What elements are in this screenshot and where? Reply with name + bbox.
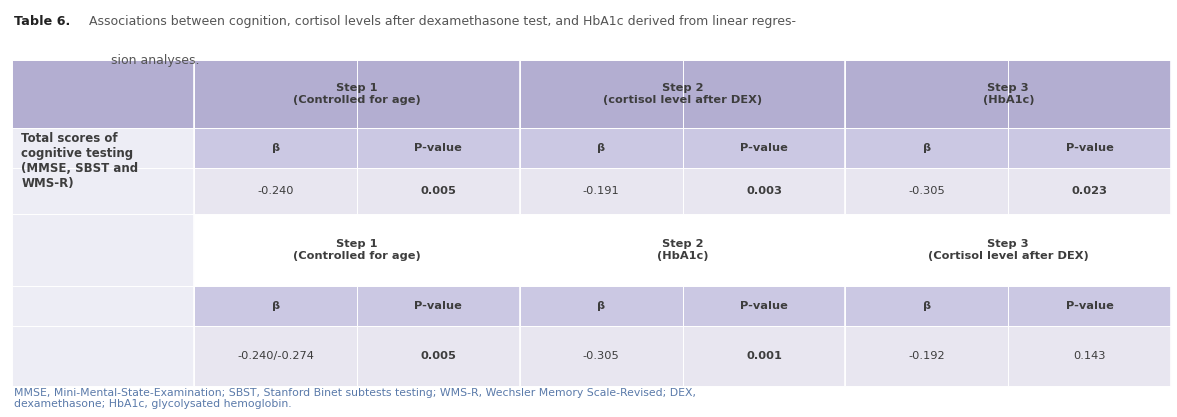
Bar bbox=[1009, 286, 1171, 326]
Text: β: β bbox=[597, 143, 605, 153]
Text: 0.005: 0.005 bbox=[420, 351, 457, 361]
Bar bbox=[683, 286, 845, 326]
Text: 0.001: 0.001 bbox=[746, 351, 782, 361]
Text: β: β bbox=[923, 301, 931, 311]
Text: P-value: P-value bbox=[414, 301, 463, 311]
Text: Step 1
(Controlled for age): Step 1 (Controlled for age) bbox=[293, 239, 421, 261]
Text: β: β bbox=[272, 301, 280, 311]
Text: Step 2
(cortisol level after DEX): Step 2 (cortisol level after DEX) bbox=[603, 83, 763, 105]
Bar bbox=[520, 60, 845, 128]
Bar bbox=[194, 214, 520, 286]
Text: Step 3
(Cortisol level after DEX): Step 3 (Cortisol level after DEX) bbox=[927, 239, 1089, 261]
Bar bbox=[845, 128, 1009, 168]
Text: Total scores of
cognitive testing
(MMSE, SBST and
WMS-R): Total scores of cognitive testing (MMSE,… bbox=[21, 132, 139, 190]
Bar bbox=[12, 168, 194, 214]
Bar bbox=[1009, 128, 1171, 168]
Bar bbox=[683, 326, 845, 386]
Text: 0.143: 0.143 bbox=[1073, 351, 1106, 361]
Text: 0.023: 0.023 bbox=[1072, 186, 1108, 196]
Text: MMSE, Mini-Mental-State-Examination; SBST, Stanford Binet subtests testing; WMS-: MMSE, Mini-Mental-State-Examination; SBS… bbox=[14, 388, 696, 409]
Bar bbox=[520, 214, 845, 286]
Bar bbox=[12, 286, 194, 326]
Bar bbox=[845, 286, 1009, 326]
Bar bbox=[845, 168, 1009, 214]
Bar bbox=[12, 128, 194, 168]
Bar bbox=[12, 214, 194, 286]
Bar bbox=[12, 60, 194, 128]
Bar bbox=[520, 286, 683, 326]
Bar bbox=[194, 128, 357, 168]
Bar bbox=[194, 286, 357, 326]
Text: -0.240/-0.274: -0.240/-0.274 bbox=[238, 351, 314, 361]
Text: 0.005: 0.005 bbox=[420, 186, 457, 196]
Text: Associations between cognition, cortisol levels after dexamethasone test, and Hb: Associations between cognition, cortisol… bbox=[89, 15, 797, 28]
Bar bbox=[357, 286, 520, 326]
Text: -0.305: -0.305 bbox=[583, 351, 619, 361]
Bar bbox=[357, 128, 520, 168]
Text: P-value: P-value bbox=[1065, 143, 1113, 153]
Bar bbox=[357, 168, 520, 214]
Text: -0.192: -0.192 bbox=[909, 351, 945, 361]
Text: Step 2
(HbA1c): Step 2 (HbA1c) bbox=[657, 239, 709, 261]
Bar bbox=[845, 326, 1009, 386]
Text: -0.240: -0.240 bbox=[258, 186, 294, 196]
Bar bbox=[683, 168, 845, 214]
Text: β: β bbox=[272, 143, 280, 153]
Text: 0.003: 0.003 bbox=[746, 186, 782, 196]
Text: -0.191: -0.191 bbox=[583, 186, 619, 196]
Bar bbox=[1009, 326, 1171, 386]
Bar bbox=[520, 168, 683, 214]
Text: P-value: P-value bbox=[414, 143, 463, 153]
Bar bbox=[12, 326, 194, 386]
Text: β: β bbox=[597, 301, 605, 311]
Text: -0.305: -0.305 bbox=[909, 186, 945, 196]
Bar bbox=[520, 326, 683, 386]
Text: P-value: P-value bbox=[1065, 301, 1113, 311]
Bar bbox=[845, 60, 1171, 128]
Bar bbox=[194, 326, 357, 386]
Text: Step 3
(HbA1c): Step 3 (HbA1c) bbox=[983, 83, 1035, 105]
Bar bbox=[194, 60, 520, 128]
Text: β: β bbox=[923, 143, 931, 153]
Bar bbox=[357, 326, 520, 386]
Text: P-value: P-value bbox=[740, 143, 789, 153]
Text: sion analyses.: sion analyses. bbox=[111, 54, 199, 67]
Bar bbox=[683, 128, 845, 168]
Text: P-value: P-value bbox=[740, 301, 789, 311]
Bar bbox=[194, 168, 357, 214]
Bar bbox=[845, 214, 1171, 286]
Text: Table 6.: Table 6. bbox=[14, 15, 71, 28]
Bar bbox=[520, 128, 683, 168]
Text: Step 1
(Controlled for age): Step 1 (Controlled for age) bbox=[293, 83, 421, 105]
Bar bbox=[1009, 168, 1171, 214]
